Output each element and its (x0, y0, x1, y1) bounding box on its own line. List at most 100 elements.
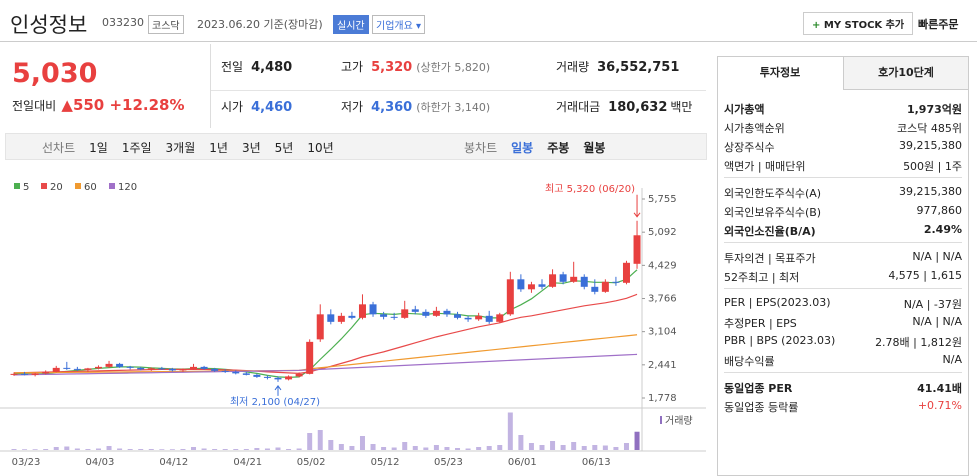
candle-body (137, 367, 145, 370)
volume-bar (391, 447, 397, 450)
panel-value: +0.71% (917, 399, 962, 412)
volume-bar (381, 447, 387, 450)
candle-body (570, 276, 578, 282)
quote-label: 거래대금 (556, 100, 601, 114)
candle-body (200, 366, 208, 369)
quick-order[interactable]: 빠른주문 (918, 18, 959, 31)
volume-bar (180, 449, 186, 450)
candle-body (253, 374, 261, 377)
panel-row: 동일업종 PER 41.41배 (724, 380, 962, 396)
candle-body (527, 284, 535, 290)
volume-bar (423, 447, 429, 450)
candle-body (358, 304, 366, 318)
chart: 5 20 60 120 5,755 5,092 4,429 3,766 3,104 2,441 1,… (0, 182, 706, 468)
quote-divider (211, 90, 706, 91)
volume-bar (201, 448, 207, 450)
period-bar: 선차트 1일 1주일 3개월 1년 3년 5년 10년 봉차트 일봉 주봉 월봉 (5, 133, 707, 160)
quote-value: 4,480 (251, 60, 293, 75)
candle-body (116, 363, 124, 367)
panel-label: 52주최고 | 최저 (724, 271, 800, 284)
y-tick-label: 3,766 (648, 294, 677, 305)
candle-body (622, 262, 630, 283)
overview-label: 기업개요 (376, 21, 413, 32)
volume-bar (338, 444, 344, 450)
volume-bar (32, 449, 38, 450)
candle-body (168, 368, 176, 371)
change-pct: +12.28% (109, 96, 185, 114)
quote-item: 전일 4,480 (221, 58, 292, 75)
period-button[interactable]: 10년 (307, 141, 334, 155)
period-button[interactable]: 월봉 (583, 141, 606, 155)
panel-divider (724, 372, 962, 373)
candle-body (21, 373, 29, 375)
panel-row: 외국인한도주식수(A) 39,215,380 (724, 185, 962, 201)
volume-bar (169, 449, 175, 450)
period-button[interactable]: 3년 (241, 141, 261, 155)
panel-label: 액면가 | 매매단위 (724, 160, 806, 173)
volume-bar (212, 449, 218, 450)
panel-label: 외국인보유주식수(B) (724, 206, 822, 219)
candle-body (94, 366, 102, 369)
mystock-button[interactable]: + MY STOCK 추가 (803, 12, 914, 35)
change: 550 (72, 96, 105, 114)
line-periods: 선차트 1일 1주일 3개월 1년 3년 5년 10년 (42, 134, 348, 161)
period-button[interactable]: 5년 (274, 141, 294, 155)
candle-body (105, 363, 113, 367)
period-button[interactable]: 1년 (209, 141, 228, 155)
volume-bar (528, 443, 534, 450)
quote-note: (상한가 5,820) (416, 61, 491, 74)
candle-body (52, 367, 60, 372)
volume-bar (254, 448, 260, 450)
quote-unit: 백만 (670, 100, 693, 114)
volume-bar (317, 430, 323, 450)
panel-row: 추정PER | EPS N/A | N/A (724, 315, 962, 331)
period-button[interactable]: 1주일 (121, 141, 152, 155)
volume-bar (518, 435, 524, 450)
quote-item: 거래량 36,552,751 (556, 58, 679, 75)
volume-bar (623, 443, 629, 450)
volume-bar (507, 412, 513, 450)
candle-body (274, 377, 282, 380)
volume-bar (465, 448, 471, 450)
panel-label: 동일업종 PER (724, 382, 793, 395)
panel-row: 동일업종 등락률 +0.71% (724, 399, 962, 415)
panel-label: PER | EPS(2023.03) (724, 296, 831, 309)
period-button[interactable]: 1일 (89, 141, 108, 155)
quote-grid: 전일 4,480 고가 5,320 (상한가 5,820) 거래량 36,552,751 시가… (210, 44, 706, 128)
x-tick-label: 04/12 (159, 457, 188, 468)
panel-tab[interactable]: 호가10단계 (843, 57, 968, 90)
panel-row: 외국인소진율(B/A) 2.49% (724, 223, 962, 239)
market-badge: 코스닥 (148, 15, 184, 34)
volume-bar (148, 449, 154, 450)
realtime-badge[interactable]: 실시간 (333, 15, 369, 34)
overview-button[interactable]: 기업개요 ▾ (372, 15, 426, 34)
panel-tab[interactable]: 투자정보 (718, 57, 842, 89)
panel-value: N/A | N/A (912, 250, 962, 263)
panel-label: 추정PER | EPS (724, 317, 797, 330)
candle-body (232, 371, 240, 374)
volume-bar (106, 446, 112, 450)
period-button[interactable]: 3개월 (165, 141, 196, 155)
volume-bar (455, 448, 461, 450)
period-button[interactable]: 일봉 (511, 141, 534, 155)
panel-label: 외국인소진율(B/A) (724, 225, 816, 238)
quote-value: 36,552,751 (597, 60, 680, 75)
volume-bar (233, 449, 239, 450)
candle-body (443, 310, 451, 315)
date: 2023.06.20 기준(장마감) (197, 18, 323, 31)
divider (0, 41, 977, 42)
candle-label: 봉차트 (464, 141, 498, 155)
candle-body (31, 373, 39, 375)
candle-body (190, 366, 198, 370)
volume-bar (476, 447, 482, 450)
panel-label: 외국인한도주식수(A) (724, 187, 822, 200)
panel-row: PBR | BPS (2023.03) 2.78배 | 1,812원 (724, 334, 962, 349)
candle-body (506, 279, 514, 315)
volume-bar (328, 440, 334, 450)
candle-body (612, 281, 620, 283)
candle-body (306, 341, 314, 374)
panel-row: 시가총액순위 코스닥 485위 (724, 120, 962, 136)
volume-bar (486, 446, 492, 450)
x-tick-label: 06/13 (582, 457, 611, 468)
period-button[interactable]: 주봉 (547, 141, 570, 155)
